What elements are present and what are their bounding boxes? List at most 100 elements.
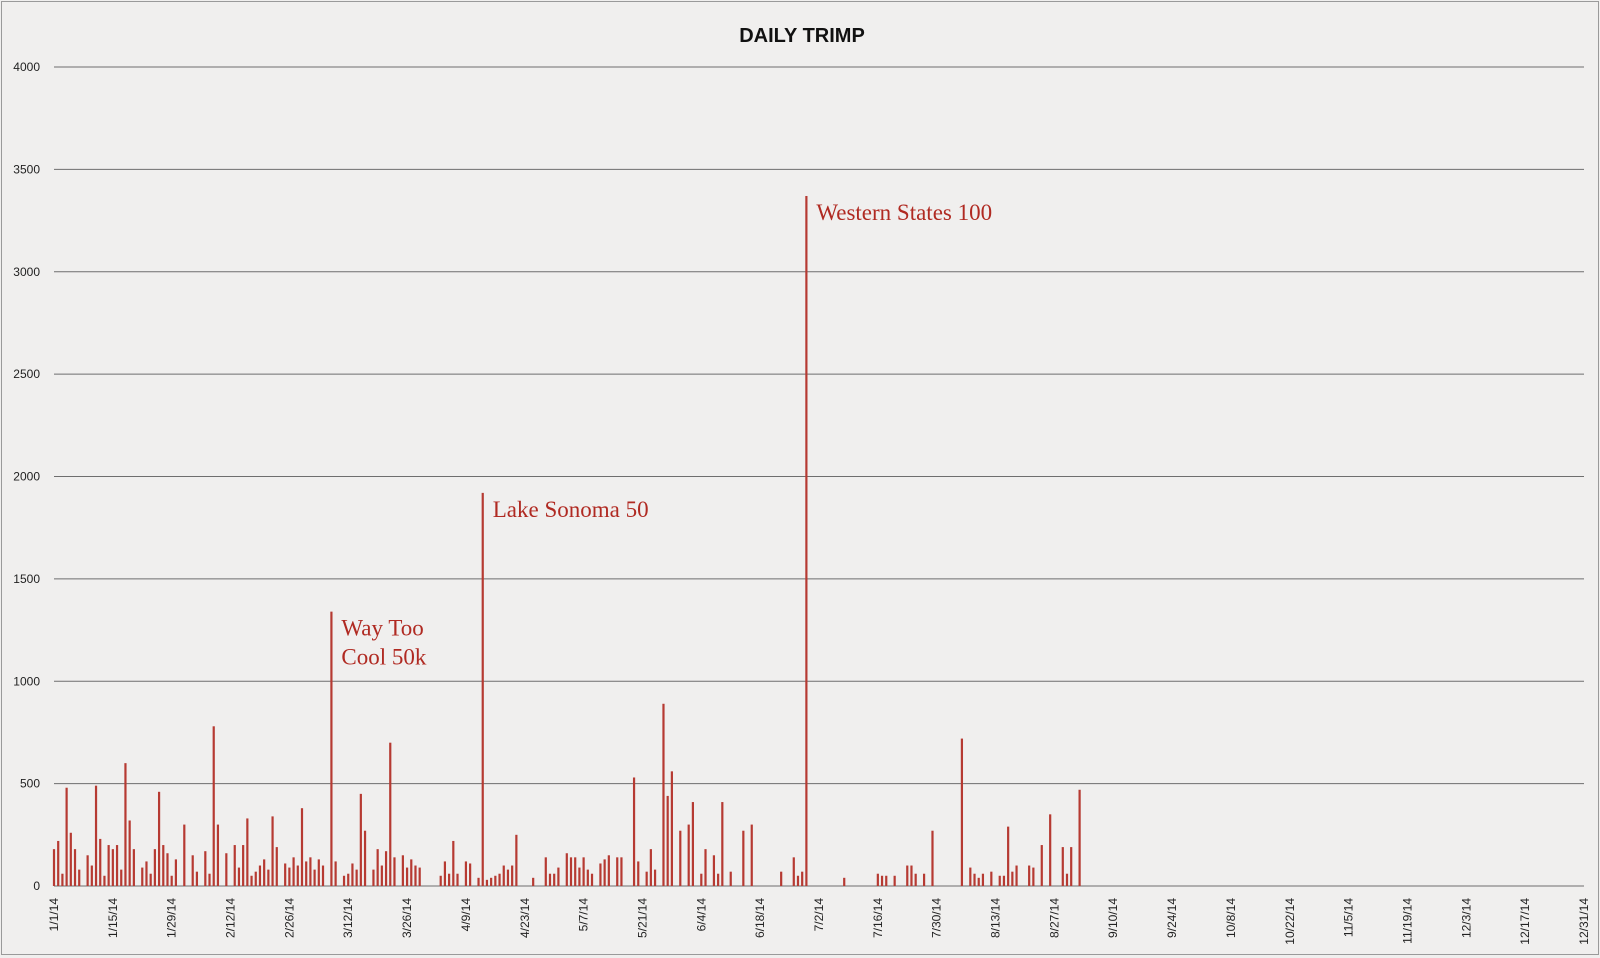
bar-day-37 [208,873,211,886]
bar-day-244 [1078,789,1081,886]
x-tick-label: 6/4/14 [694,898,708,932]
bar-day-55 [284,863,287,886]
bar-day-43 [233,845,236,886]
bar-day-141 [645,871,648,886]
bar-day-114 [532,877,535,886]
bar-day-8 [86,855,89,886]
x-tick-label: 2/12/14 [224,898,238,938]
bar-day-52 [271,816,274,886]
bar-day-101 [477,877,480,886]
x-tick-label: 10/22/14 [1283,898,1297,945]
bar-day-232 [1028,865,1031,886]
bar-day-159 [721,802,724,886]
bar-day-41 [225,853,228,886]
x-tick-label: 11/5/14 [1342,898,1356,937]
bar-day-2 [61,873,64,886]
bar-day-11 [99,838,102,886]
bar-day-125 [578,867,581,886]
bar-day-178 [801,871,804,886]
bar-day-62 [313,869,316,886]
bar-day-177 [796,875,800,886]
y-tick-label-1500: 1500 [13,572,40,586]
x-tick-label: 7/2/14 [812,898,826,932]
bar-day-36 [204,851,207,886]
bar-day-176 [792,857,795,886]
bars [52,195,1081,886]
bar-day-85 [410,859,413,886]
annotations: Way Too Cool 50k Lake Sonoma 50 Western Sta… [341,200,992,670]
bar-day-79 [384,851,388,886]
bar-day-9 [90,865,93,886]
bar-day-196 [876,873,879,886]
x-tick-label: 1/29/14 [165,898,179,938]
bar-day-47 [250,875,253,886]
annotation-label: Lake Sonoma 50 [493,497,649,522]
chart-title: DAILY TRIMP [739,25,865,47]
bar-day-108 [506,869,510,886]
y-tick-label-3000: 3000 [13,265,40,279]
bar-day-132 [607,855,610,886]
x-tick-label: 8/27/14 [1047,898,1061,938]
bar-day-110 [515,834,518,886]
x-tick-label: 4/9/14 [459,898,473,932]
bar-day-50 [263,859,266,886]
bar-day-226 [1002,875,1006,886]
x-tick-label: 12/31/14 [1577,898,1591,945]
bar-day-158 [717,873,720,886]
bar-day-220 [977,877,980,886]
bar-day-57 [292,857,295,886]
bar-day-34 [195,871,199,886]
y-tick-label-3500: 3500 [13,162,40,176]
x-tick-label: 9/24/14 [1165,898,1179,938]
x-tick-label: 3/26/14 [400,898,414,938]
y-tick-label-4000: 4000 [13,60,40,74]
bar-day-66 [330,611,333,886]
bar-day-151 [687,824,690,886]
y-tick-label-500: 500 [20,777,40,791]
x-tick-label: 8/13/14 [989,898,1003,938]
bar-day-93 [443,861,447,886]
bar-day-109 [511,865,514,886]
bar-day-139 [637,861,640,886]
bar-day-118 [548,873,552,886]
bar-day-198 [885,875,888,886]
bar-day-31 [183,824,186,886]
y-tick-label-1000: 1000 [13,674,40,688]
bar-day-221 [981,873,985,886]
x-tick-label: 5/21/14 [635,898,649,938]
bar-day-14 [111,849,114,886]
bar-day-1 [57,840,60,886]
bar-day-64 [321,865,325,886]
bar-day-203 [906,865,909,886]
bar-day-105 [494,875,497,886]
bar-day-53 [275,847,278,886]
bar-day-12 [103,875,106,886]
bar-day-219 [973,873,976,886]
bar-day-71 [351,863,354,886]
bar-day-197 [880,875,884,886]
bar-day-130 [599,863,602,886]
bar-day-74 [363,830,367,886]
bar-day-205 [914,873,917,886]
bar-day-242 [1070,847,1073,886]
bar-day-84 [405,867,409,886]
bar-day-49 [258,865,262,886]
bar-day-99 [469,863,472,886]
bar-day-67 [334,861,337,886]
bar-day-39 [216,824,220,886]
bar-day-233 [1032,867,1035,886]
x-tick-label: 9/10/14 [1106,898,1120,938]
bar-day-28 [170,875,173,886]
bar-day-147 [670,771,673,886]
bar-day-188 [843,877,846,886]
bar-day-18 [128,820,131,886]
bar-day-45 [242,845,245,886]
bar-day-70 [347,873,350,886]
bar-day-209 [931,830,934,886]
bar-day-23 [149,873,152,886]
bar-day-81 [393,857,396,886]
bar-day-218 [969,867,972,886]
x-tick-label: 11/19/14 [1400,898,1414,944]
